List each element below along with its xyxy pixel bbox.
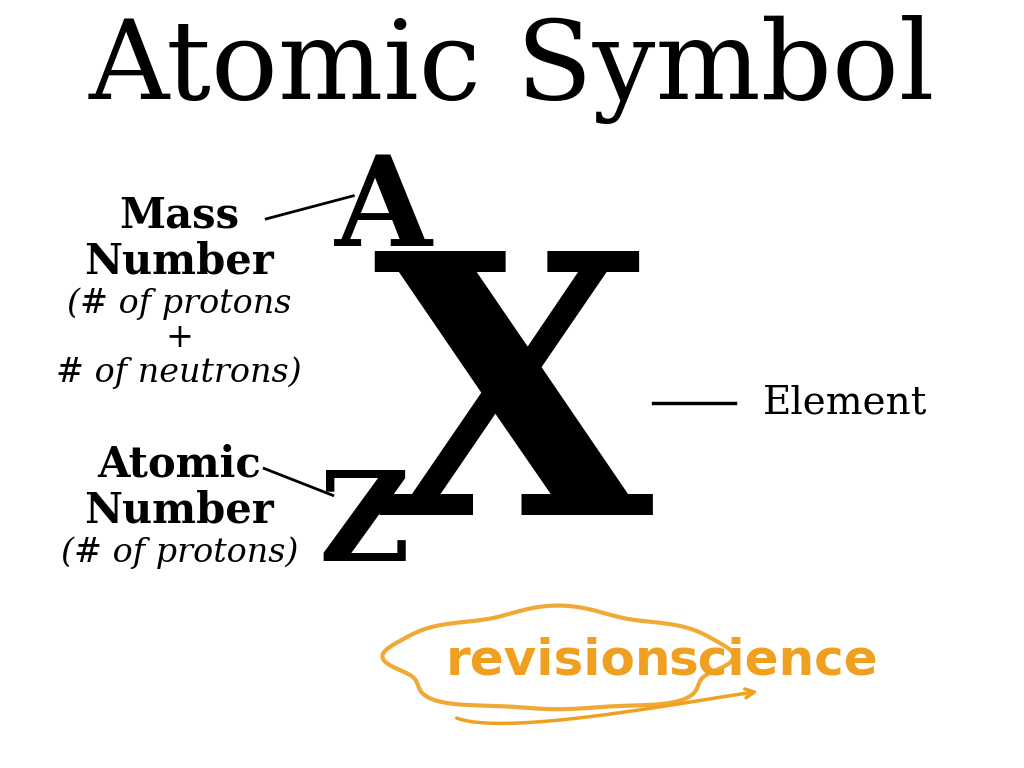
Text: A: A: [336, 151, 432, 272]
Text: Z: Z: [317, 465, 410, 587]
Text: Atomic: Atomic: [97, 444, 261, 485]
Text: Atomic Symbol: Atomic Symbol: [89, 15, 935, 124]
Text: science: science: [669, 637, 878, 684]
Text: Element: Element: [763, 385, 928, 422]
Text: # of neutrons): # of neutrons): [56, 356, 302, 389]
Text: X: X: [372, 240, 652, 590]
Text: +: +: [165, 322, 194, 354]
Text: (# of protons: (# of protons: [67, 287, 292, 319]
Text: Mass: Mass: [119, 194, 240, 236]
Text: Number: Number: [84, 490, 274, 531]
Text: revision: revision: [445, 637, 671, 684]
Text: (# of protons): (# of protons): [60, 537, 298, 569]
Text: Number: Number: [84, 240, 274, 282]
